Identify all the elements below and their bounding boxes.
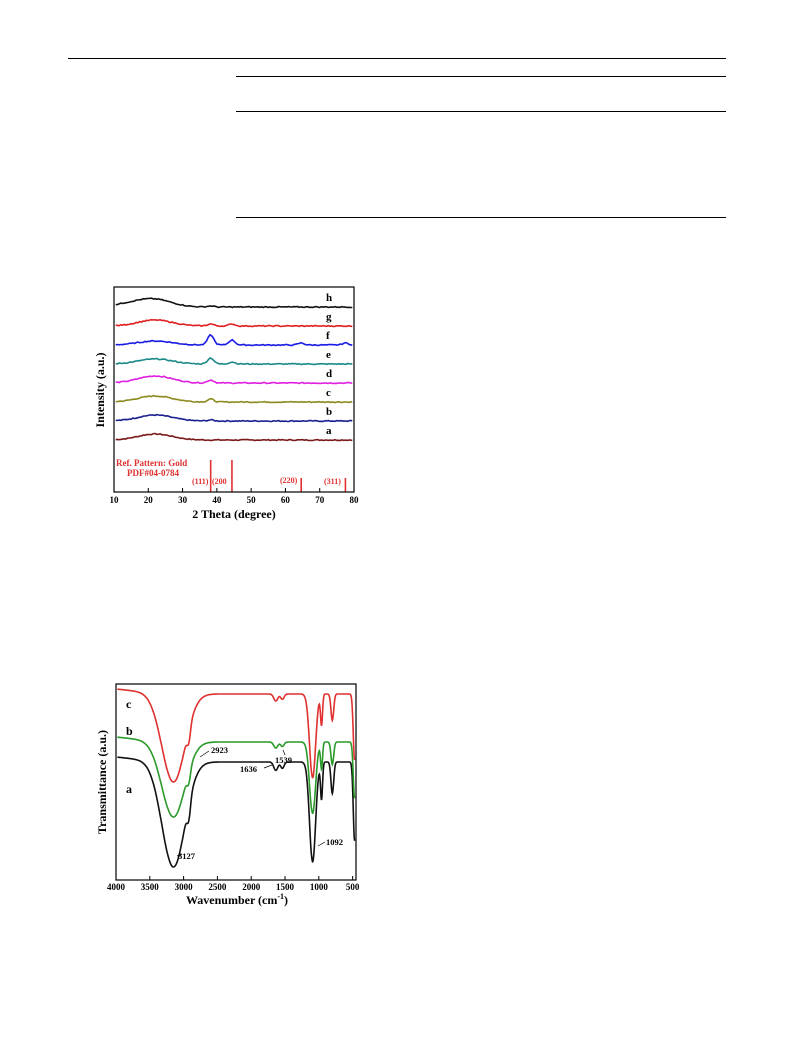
ftir-figure: 4000 3500 3000 2500 2000 1500 1000 500 a bc 3127… — [95, 683, 360, 907]
xrd-tick-label: 10 — [110, 495, 120, 505]
ftir-tick-label: 1500 — [276, 882, 295, 892]
ftir-arrow-1092 — [317, 841, 326, 847]
ftir-tick-label: 3500 — [141, 882, 160, 892]
ftir-annotation-1636: 1636 — [240, 764, 257, 774]
ftir-curve-a — [117, 756, 356, 868]
xrd-series-label-c: c — [326, 387, 331, 399]
ftir-arrow-1539 — [282, 749, 286, 756]
xrd-tick-label: 60 — [281, 495, 291, 505]
ftir-tick-label: 3000 — [175, 882, 194, 892]
ftir-tick-label: 2000 — [242, 882, 261, 892]
xrd-series-label-a: a — [326, 425, 332, 437]
xrd-tick-label: 70 — [315, 495, 325, 505]
ftir-curve-c — [117, 688, 356, 783]
ftir-series-label-a: a — [126, 782, 132, 796]
ftir-x-axis-label: Wavenumber (cm-1) — [186, 892, 288, 907]
xrd-reference-peaks: (111) (200 (220) (311) — [192, 460, 347, 492]
table-header-rule — [236, 111, 726, 112]
ftir-tick-label: 4000 — [107, 882, 126, 892]
xrd-tick-label: 30 — [178, 495, 188, 505]
xrd-curve-g — [115, 318, 353, 328]
xrd-ref-peak-label: (111) — [192, 477, 209, 486]
xrd-series-label-d: d — [326, 368, 332, 380]
xrd-frame — [113, 286, 355, 493]
ftir-series-label-b: b — [126, 724, 133, 738]
ftir-arrow-2923 — [199, 750, 210, 758]
xrd-curve-c — [115, 394, 353, 404]
ftir-tick-label: 500 — [346, 882, 360, 892]
ftir-curve-b — [117, 736, 356, 818]
xrd-ref-peak-label: (311) — [324, 477, 341, 486]
xrd-curve-b — [115, 413, 353, 423]
header-rule — [68, 58, 726, 59]
xrd-x-ticks: 10 20 30 40 50 60 70 80 — [110, 488, 360, 505]
table-top-rule — [236, 76, 726, 77]
ftir-annotation-2923: 2923 — [211, 745, 228, 755]
xrd-ref-label-2: PDF#04-0784 — [127, 468, 179, 478]
ftir-x-ticks: 4000 3500 3000 2500 2000 1500 1000 500 — [107, 876, 360, 892]
xrd-curve-e — [115, 357, 353, 366]
xrd-curve-a — [115, 432, 353, 442]
xrd-tick-label: 50 — [247, 495, 257, 505]
xrd-ref-peak-label: (200 — [212, 477, 227, 486]
xrd-x-axis-label: 2 Theta (degree) — [192, 507, 276, 521]
ftir-curves — [117, 688, 356, 868]
xrd-series-label-h: h — [326, 292, 332, 304]
xrd-tick-label: 40 — [212, 495, 222, 505]
ftir-series-label-c: c — [126, 697, 132, 711]
xrd-curve-f — [115, 333, 353, 347]
ftir-tick-label: 1000 — [310, 882, 329, 892]
ftir-annotation-arrows — [176, 749, 326, 857]
ftir-annotation-1539: 1539 — [275, 755, 292, 765]
xrd-curve-d — [115, 375, 353, 385]
xrd-tick-label: 80 — [350, 495, 360, 505]
ftir-frame — [115, 683, 357, 881]
xrd-series-label-b: b — [326, 406, 332, 418]
xrd-curves — [115, 297, 353, 442]
xrd-tick-label: 20 — [144, 495, 154, 505]
xrd-ref-label-1: Ref. Pattern: Gold — [116, 458, 187, 468]
xrd-series-label-g: g — [326, 311, 332, 323]
ftir-arrow-3127 — [176, 853, 183, 857]
ftir-annotations: 3127 2923 1636 1539 1092 — [178, 745, 343, 861]
xrd-series-label-e: e — [326, 349, 331, 361]
ftir-annotation-1092: 1092 — [326, 837, 343, 847]
table-bottom-rule — [236, 217, 726, 218]
ftir-series-labels: a bc — [126, 697, 133, 796]
xrd-y-axis-label: Intensity (a.u.) — [93, 352, 107, 427]
xrd-series-label-f: f — [326, 330, 330, 342]
ftir-arrow-1636 — [263, 764, 273, 769]
xrd-figure: (111) (200 (220) (311) 10 20 30 40 50 60 70 80 abc… — [93, 286, 360, 521]
xrd-curve-h — [115, 297, 353, 309]
ftir-y-axis-label: Transmittance (a.u.) — [95, 730, 109, 834]
xrd-ref-peak-label: (220) — [280, 476, 298, 485]
ftir-tick-label: 2500 — [208, 882, 227, 892]
ftir-annotation-3127: 3127 — [178, 851, 196, 861]
